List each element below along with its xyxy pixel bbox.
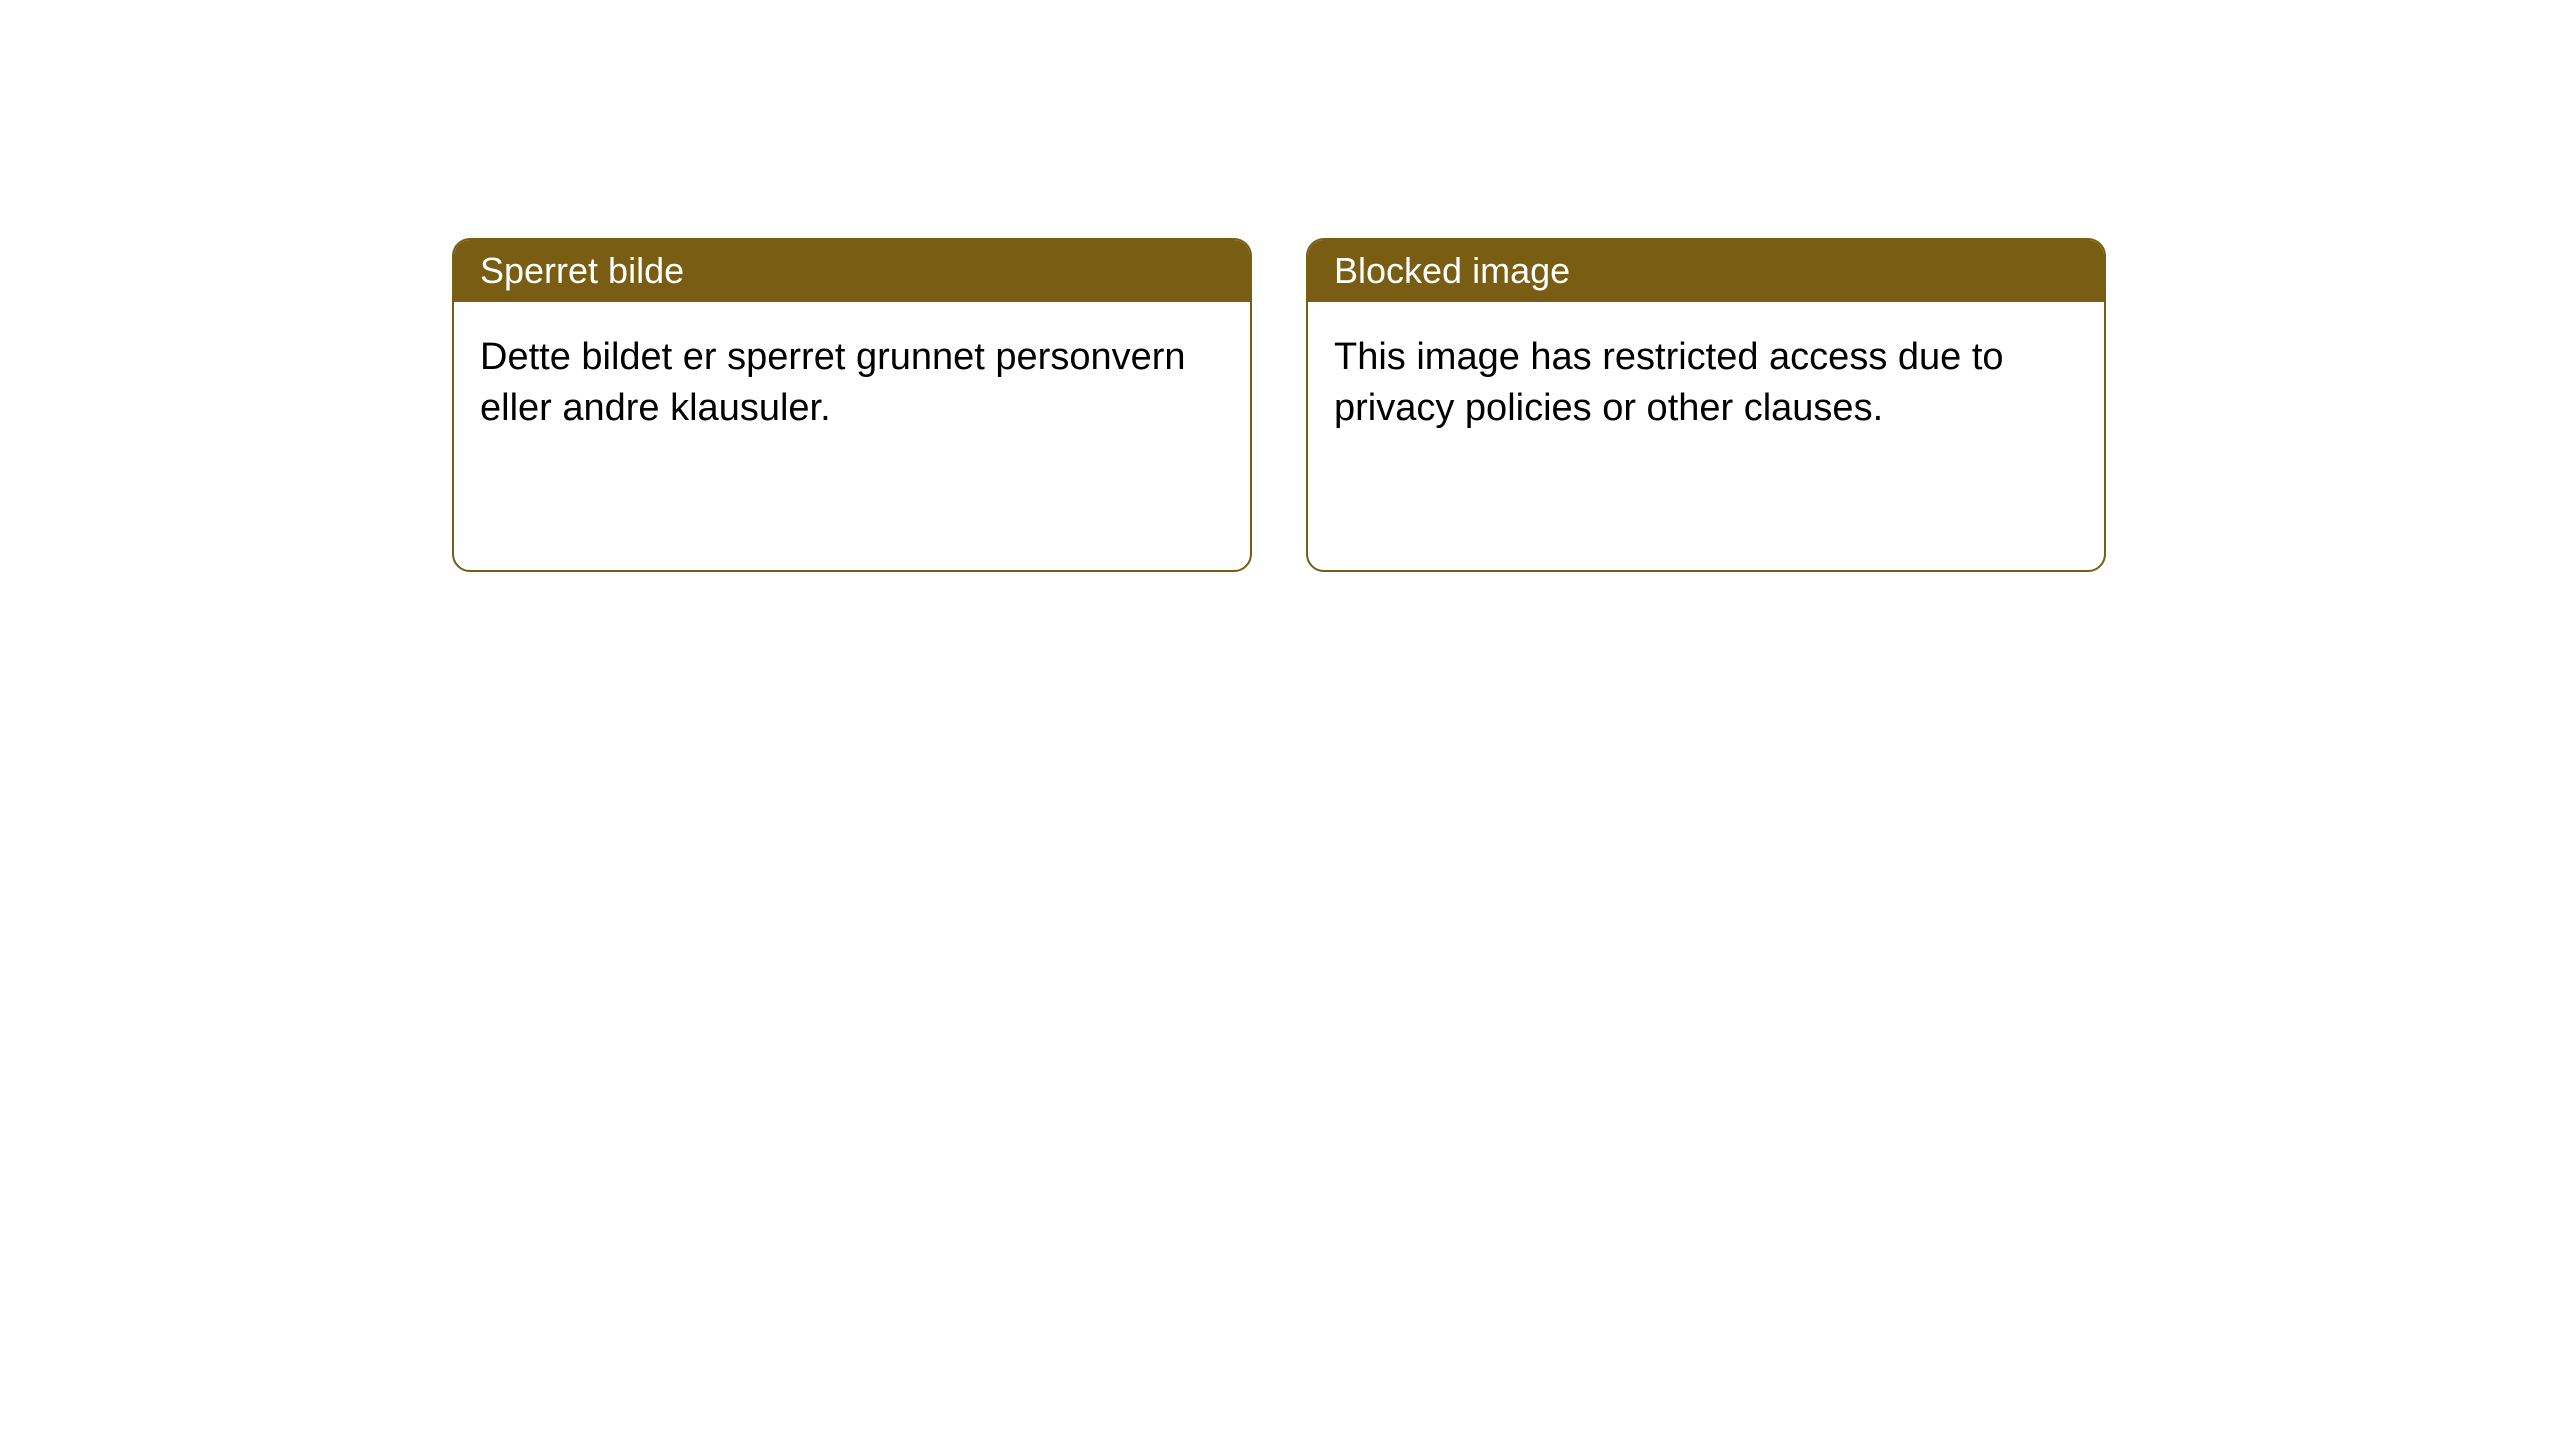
notice-body-norwegian: Dette bildet er sperret grunnet personve… <box>454 302 1250 465</box>
notice-body-english: This image has restricted access due to … <box>1308 302 2104 465</box>
notice-card-english: Blocked image This image has restricted … <box>1306 238 2106 572</box>
notice-title-english: Blocked image <box>1308 240 2104 302</box>
notice-container: Sperret bilde Dette bildet er sperret gr… <box>0 0 2560 572</box>
notice-title-norwegian: Sperret bilde <box>454 240 1250 302</box>
notice-card-norwegian: Sperret bilde Dette bildet er sperret gr… <box>452 238 1252 572</box>
